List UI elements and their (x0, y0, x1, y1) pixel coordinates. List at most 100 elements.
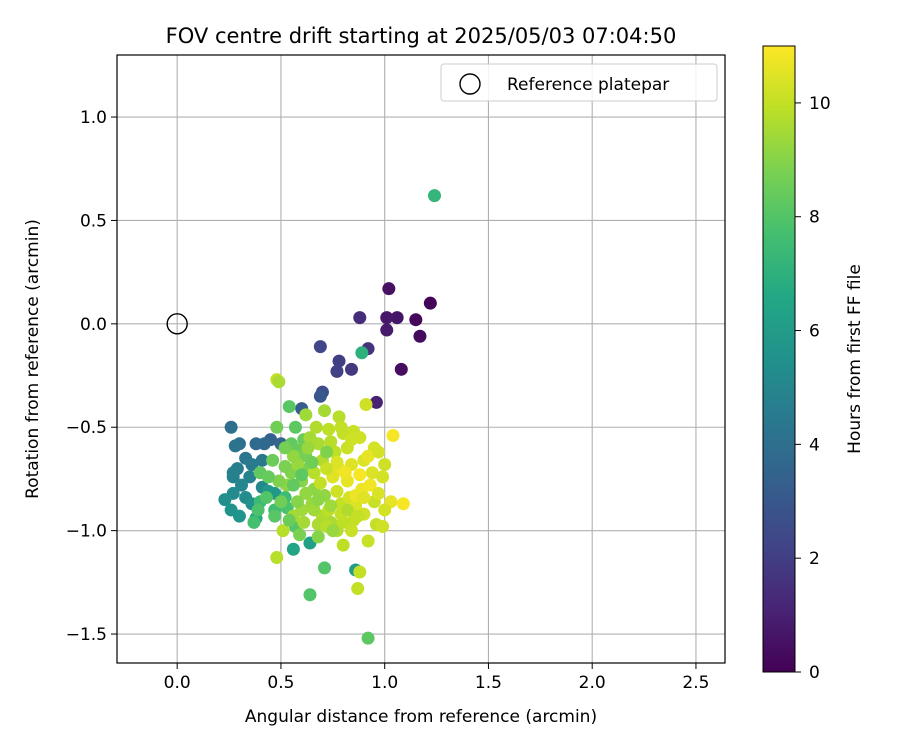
data-point (320, 445, 334, 459)
data-point (243, 470, 257, 484)
legend-entry-label: Reference platepar (507, 75, 669, 95)
data-point (344, 362, 358, 376)
data-point (340, 503, 354, 517)
data-point (365, 466, 379, 480)
colorbar-tick-label: 2 (809, 549, 820, 569)
data-point (359, 397, 373, 411)
x-tick-label: 2.0 (579, 673, 606, 693)
data-point (249, 437, 263, 451)
data-point (326, 524, 340, 538)
data-point (255, 453, 269, 467)
data-point (299, 408, 313, 422)
data-point (332, 354, 346, 368)
data-point (376, 520, 390, 534)
data-point (394, 362, 408, 376)
data-point (226, 470, 240, 484)
y-axis-ticks: −1.5 −1.0 −0.5 0.0 0.5 1.0 (66, 108, 117, 645)
data-point (286, 542, 300, 556)
data-point (376, 470, 390, 484)
data-point (278, 460, 292, 474)
x-tick-label: 1.5 (475, 673, 502, 693)
grid-lines (117, 55, 725, 663)
data-point (299, 486, 313, 500)
colorbar: 0 2 4 6 8 10 Hours from first FF file (762, 45, 865, 683)
data-point (330, 455, 344, 469)
data-point (305, 455, 319, 469)
y-tick-label: 0.0 (80, 315, 107, 335)
data-point (344, 433, 358, 447)
data-point (382, 282, 396, 296)
data-point (282, 400, 296, 414)
x-tick-label: 0.5 (267, 673, 294, 693)
data-point (413, 329, 427, 343)
colorbar-tick-label: 6 (809, 322, 820, 342)
data-point (313, 389, 327, 403)
reference-platepar-marker (166, 313, 188, 335)
data-points (218, 189, 441, 645)
data-point (276, 524, 290, 538)
reference-marker (166, 313, 188, 335)
data-point (353, 311, 367, 325)
data-point (357, 491, 371, 505)
data-point (332, 410, 346, 424)
y-tick-label: −0.5 (66, 418, 107, 438)
data-point (390, 311, 404, 325)
data-point (396, 497, 410, 511)
data-point (268, 509, 282, 523)
colorbar-tick-label: 10 (809, 94, 831, 114)
data-point (361, 631, 375, 645)
data-point (291, 495, 305, 509)
colorbar-tick-label: 4 (809, 435, 820, 455)
data-point (361, 449, 375, 463)
data-point (270, 420, 284, 434)
data-point (307, 503, 321, 517)
data-point (311, 530, 325, 544)
data-point (293, 528, 307, 542)
x-tick-label: 0.0 (164, 673, 191, 693)
chart-title: FOV centre drift starting at 2025/05/03 … (166, 24, 677, 48)
data-point (309, 420, 323, 434)
data-point (272, 375, 286, 389)
data-point (245, 457, 259, 471)
data-point (351, 509, 365, 523)
data-point (363, 478, 377, 492)
data-point (282, 513, 296, 527)
colorbar-label: Hours from first FF file (845, 264, 865, 454)
data-point (311, 493, 325, 507)
data-point (313, 340, 327, 354)
data-point (380, 323, 394, 337)
x-tick-label: 1.0 (371, 673, 398, 693)
data-point (378, 457, 392, 471)
data-point (353, 565, 367, 579)
data-point (409, 313, 423, 327)
data-point (259, 491, 273, 505)
data-point (322, 422, 336, 436)
data-point (378, 503, 392, 517)
y-tick-label: 1.0 (80, 108, 107, 128)
data-point (232, 509, 246, 523)
data-point (338, 466, 352, 480)
y-tick-label: −1.5 (66, 625, 107, 645)
x-axis-ticks: 0.0 0.5 1.0 1.5 2.0 2.5 (164, 663, 709, 693)
y-tick-label: −1.0 (66, 522, 107, 542)
data-point (427, 189, 441, 203)
data-point (266, 453, 280, 467)
data-point (320, 462, 334, 476)
data-point (251, 503, 265, 517)
legend-reference-marker-icon (459, 73, 481, 95)
data-point (344, 524, 358, 538)
data-point (313, 476, 327, 490)
y-axis-label: Rotation from reference (arcmin) (23, 219, 43, 499)
data-point (286, 449, 300, 463)
data-point (274, 495, 288, 509)
data-point (371, 445, 385, 459)
data-point (355, 346, 369, 360)
data-point (270, 551, 284, 565)
data-point (218, 493, 232, 507)
data-point (369, 395, 383, 409)
data-point (423, 296, 437, 310)
data-point (307, 466, 321, 480)
data-point (303, 588, 317, 602)
